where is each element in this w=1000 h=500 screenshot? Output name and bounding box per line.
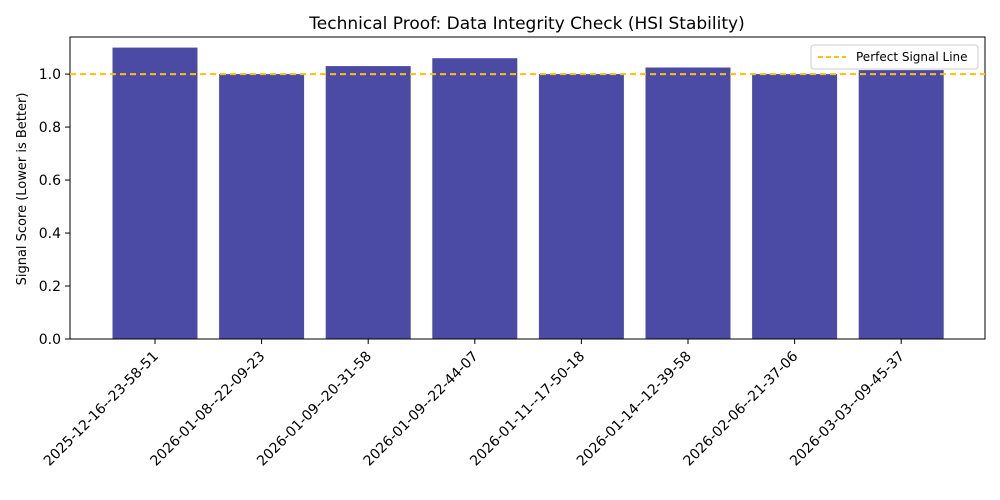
y-tick-label: 0.0	[39, 332, 61, 348]
chart-title: Technical Proof: Data Integrity Check (H…	[308, 14, 744, 34]
x-tick-label: 2026-01-09--22-44-07	[361, 349, 482, 470]
plot-frame	[69, 36, 986, 340]
x-tick-label: 2026-03-03--09-45-37	[787, 349, 908, 470]
plot-area: 0.00.20.40.60.81.02025-12-16--23-58-5120…	[39, 36, 986, 470]
x-tick-label: 2026-01-08--22-09-23	[148, 349, 269, 470]
y-axis-label: Signal Score (Lower is Better)	[15, 93, 30, 286]
bar-6	[645, 67, 731, 339]
x-tick-label: 2026-02-06--21-37-06	[681, 348, 802, 469]
bar-2	[219, 74, 305, 339]
y-tick-label: 0.8	[39, 120, 61, 136]
bar-8	[858, 70, 944, 339]
bar-5	[538, 74, 624, 339]
y-tick-label: 0.6	[39, 173, 61, 189]
legend-box	[810, 44, 979, 70]
x-tick-label: 2026-01-11--17-50-18	[467, 349, 588, 470]
x-tick-label: 2026-01-09--20-31-58	[254, 349, 375, 470]
x-tick-label: 2025-12-16--23-58-51	[41, 349, 162, 470]
x-tick-label: 2026-01-14--12-39-58	[574, 349, 695, 470]
bar-4	[432, 58, 518, 339]
bar-3	[325, 66, 411, 339]
bar-7	[752, 74, 838, 339]
legend: Perfect Signal Line	[810, 44, 979, 70]
bar-1	[112, 47, 198, 339]
y-tick-label: 0.4	[39, 226, 61, 242]
y-tick-label: 0.2	[39, 279, 61, 295]
legend-label-reference-line: Perfect Signal Line	[856, 50, 968, 64]
y-tick-label: 1.0	[39, 67, 61, 83]
